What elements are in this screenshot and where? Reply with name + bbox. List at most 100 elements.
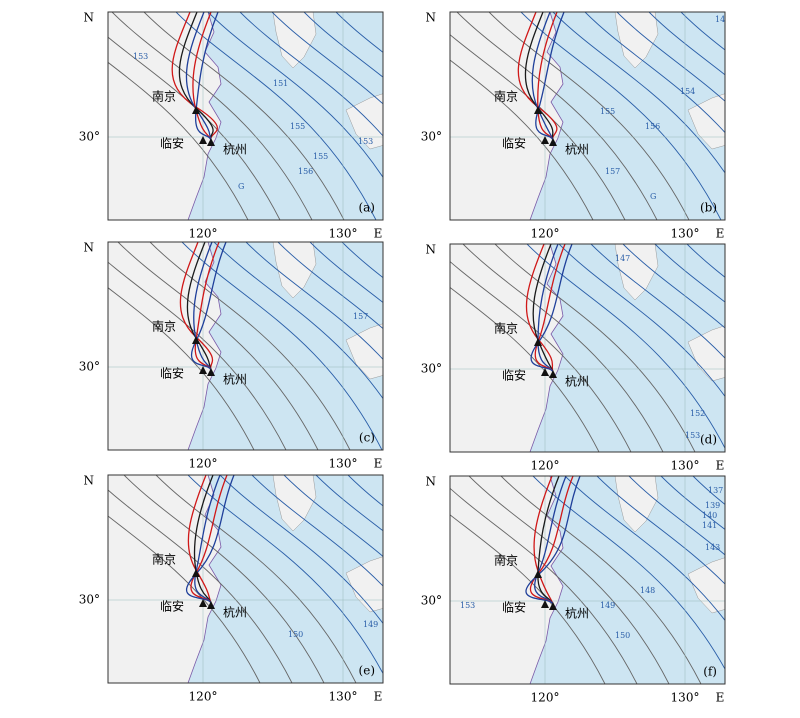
axis-lat: 30°	[421, 130, 442, 144]
contour-label: 153	[358, 137, 373, 146]
trajectory	[534, 476, 567, 605]
land	[450, 12, 564, 220]
site-marker	[534, 106, 542, 114]
contour-label: 149	[600, 601, 615, 610]
city-label: 临安	[502, 600, 526, 615]
isobar	[108, 287, 255, 450]
isobar	[450, 514, 606, 684]
isobar	[450, 487, 638, 684]
isobar	[181, 242, 383, 450]
city-label: 南京	[494, 321, 518, 336]
isobar	[175, 12, 377, 220]
city-label: 杭州	[565, 142, 589, 157]
contour-label: 156	[645, 122, 660, 131]
isobar	[468, 476, 670, 684]
trajectory	[532, 244, 554, 373]
panel-label: (d)	[700, 433, 717, 447]
contour-label: 157	[353, 312, 368, 321]
trajectory	[531, 12, 554, 141]
trajectory	[534, 244, 566, 373]
isobar	[686, 244, 725, 278]
contour-label: 151	[273, 79, 288, 88]
trajectory	[524, 12, 554, 141]
panel-label: (b)	[700, 201, 717, 215]
contour-label: 153	[133, 52, 148, 61]
isobar	[283, 475, 383, 558]
contour-label: 149	[715, 15, 730, 24]
isobar	[494, 244, 696, 452]
isobar	[309, 242, 383, 304]
axis-east: E	[374, 457, 383, 471]
isobar	[532, 476, 725, 671]
contour-label: 139	[705, 501, 720, 510]
trajectory	[185, 12, 212, 141]
axis-lon: 130°	[329, 690, 358, 704]
contour-label: 153	[685, 431, 700, 440]
trajectory	[537, 244, 559, 373]
contour-label: 150	[288, 630, 303, 639]
isobar	[552, 12, 725, 174]
contour-label: 155	[313, 152, 328, 161]
isobar	[219, 475, 383, 625]
isobar	[590, 244, 725, 359]
isobar	[450, 260, 632, 452]
axis-east: E	[716, 227, 725, 241]
map-body: 149 154 155 156 157 G	[450, 12, 730, 220]
land-korea	[272, 12, 317, 69]
isobar	[155, 475, 357, 683]
contour-label: 154	[680, 87, 695, 96]
axis-lon: 130°	[671, 691, 700, 705]
isobar	[622, 244, 725, 329]
trajectory	[533, 476, 554, 605]
contour-label: 150	[615, 631, 630, 640]
city-label: 杭州	[565, 374, 589, 389]
site-marker	[199, 366, 207, 374]
land-japan	[687, 557, 725, 614]
axis-lon: 130°	[329, 227, 358, 241]
site-marker	[541, 368, 549, 376]
map-body: 150 149	[108, 475, 383, 683]
site-marker	[541, 600, 549, 608]
frame	[449, 11, 726, 221]
axis-east: E	[716, 691, 725, 705]
axis-lat: 30°	[79, 360, 100, 374]
axis-east: E	[374, 227, 383, 241]
city-label: 临安	[160, 599, 184, 614]
city-label: 南京	[494, 89, 518, 104]
land-japan	[687, 93, 725, 150]
isobar	[500, 476, 702, 684]
isobar	[526, 244, 725, 450]
isobar	[341, 242, 383, 279]
city-label: 临安	[502, 368, 526, 383]
site-marker	[199, 136, 207, 144]
contour-label: 140	[702, 511, 717, 520]
trajectory	[186, 242, 212, 371]
contour-label: 155	[290, 122, 305, 131]
isobar	[245, 242, 383, 361]
trajectory	[187, 475, 212, 604]
site-marker	[207, 368, 215, 376]
map-body: 147 152 153	[450, 244, 725, 452]
trajectory	[194, 475, 221, 604]
land-korea	[614, 476, 659, 533]
isobar	[108, 61, 249, 220]
land-korea	[272, 475, 317, 532]
city-label: 南京	[152, 552, 176, 567]
contour-label: 153	[460, 601, 475, 610]
isobar	[488, 12, 690, 220]
panel-label: (c)	[359, 431, 375, 445]
axis-lon: 120°	[531, 459, 560, 473]
frame	[107, 241, 384, 451]
isobar	[692, 476, 725, 506]
contour-label: 152	[690, 409, 705, 418]
site-marker	[207, 138, 215, 146]
axis-lon: 120°	[531, 691, 560, 705]
axis-north: N	[426, 475, 437, 489]
land-korea	[614, 12, 659, 69]
contour-label: 148	[640, 586, 655, 595]
land	[450, 476, 564, 684]
